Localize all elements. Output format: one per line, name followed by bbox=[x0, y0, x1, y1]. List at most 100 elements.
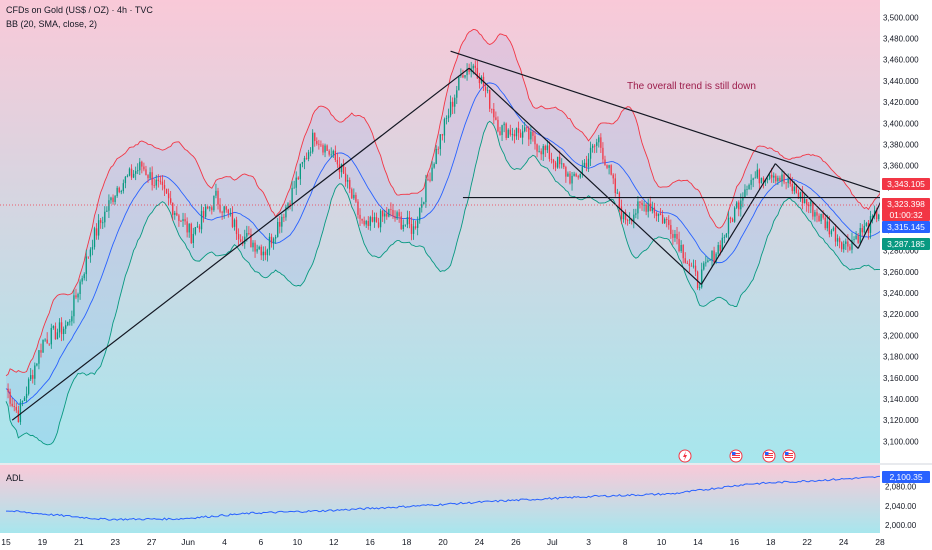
candle-body bbox=[532, 131, 534, 136]
candle-body bbox=[363, 220, 365, 225]
price-tick-label: 3,280.000 bbox=[883, 247, 919, 256]
candle-body bbox=[118, 187, 120, 193]
candle-body bbox=[540, 151, 542, 155]
candle-body bbox=[509, 129, 511, 135]
candle-body bbox=[130, 168, 133, 178]
candle-body bbox=[655, 212, 658, 217]
candle-body bbox=[122, 183, 124, 192]
candle-body bbox=[48, 343, 50, 345]
candle-body bbox=[869, 216, 872, 233]
candle-body bbox=[266, 249, 269, 256]
candle-body bbox=[653, 207, 656, 213]
candle-body bbox=[546, 145, 549, 151]
trendline-fall-2 bbox=[774, 163, 859, 249]
candle-body bbox=[822, 213, 824, 218]
candle-body bbox=[270, 236, 273, 244]
candle-body bbox=[643, 204, 645, 206]
candle-body bbox=[738, 202, 740, 210]
candle-body bbox=[645, 204, 647, 212]
candle-body bbox=[416, 220, 419, 228]
symbol-title[interactable]: CFDs on Gold (US$ / OZ) · 4h · TVC bbox=[6, 5, 153, 15]
candle-body bbox=[100, 220, 102, 223]
flag-stripe bbox=[765, 457, 773, 458]
candle-body bbox=[756, 169, 758, 178]
candle-body bbox=[161, 181, 164, 185]
candle-body bbox=[859, 228, 861, 243]
price-tick-label: 3,200.000 bbox=[883, 331, 919, 340]
candle-body bbox=[810, 201, 812, 207]
candle-body bbox=[851, 240, 853, 250]
candle-body bbox=[143, 166, 145, 170]
candle-body bbox=[556, 156, 559, 168]
candle-body bbox=[425, 179, 427, 203]
candle-body bbox=[414, 226, 417, 228]
candle-body bbox=[87, 256, 90, 258]
flag-stripe bbox=[732, 455, 740, 456]
time-tick-label: 19 bbox=[38, 537, 48, 547]
candle-body bbox=[766, 178, 769, 180]
candle-body bbox=[196, 226, 199, 228]
candle-body bbox=[110, 197, 112, 201]
bb-basis-price-badge: 3,315.145 bbox=[882, 221, 930, 233]
candle-body bbox=[351, 189, 353, 199]
candle-body bbox=[435, 148, 437, 165]
candle-body bbox=[462, 75, 464, 78]
candle-body bbox=[102, 222, 104, 224]
candle-body bbox=[174, 212, 176, 215]
flag-stripe bbox=[732, 457, 740, 458]
candle-body bbox=[225, 206, 227, 210]
price-tick-label: 3,360.000 bbox=[883, 162, 919, 171]
candle-body bbox=[559, 156, 561, 165]
candle-body bbox=[252, 242, 254, 248]
candle-body bbox=[217, 190, 219, 205]
candle-body bbox=[314, 132, 316, 142]
candle-body bbox=[429, 179, 431, 181]
candle-body bbox=[215, 190, 217, 196]
candle-body bbox=[250, 234, 252, 248]
time-tick-label: 24 bbox=[839, 537, 849, 547]
bb-indicator-label[interactable]: BB (20, SMA, close, 2) bbox=[6, 19, 98, 29]
candle-body bbox=[309, 151, 312, 153]
candle-body bbox=[715, 253, 717, 263]
candle-body bbox=[583, 162, 586, 167]
candle-body bbox=[449, 101, 452, 116]
candle-body bbox=[287, 203, 289, 207]
economic-event-lightning-icon bbox=[678, 449, 692, 463]
candle-body bbox=[289, 203, 291, 206]
candle-body bbox=[42, 339, 44, 353]
candle-body bbox=[332, 150, 334, 155]
candle-body bbox=[91, 247, 94, 250]
candle-body bbox=[657, 213, 660, 217]
time-tick-label: 16 bbox=[365, 537, 375, 547]
candle-body bbox=[260, 246, 262, 256]
price-tick-label: 3,460.000 bbox=[883, 56, 919, 65]
candle-body bbox=[845, 241, 847, 244]
candle-body bbox=[536, 144, 538, 152]
candle-body bbox=[853, 239, 855, 241]
candle-body bbox=[431, 167, 433, 181]
candle-body bbox=[295, 177, 297, 188]
time-tick-label: 16 bbox=[730, 537, 740, 547]
candle-body bbox=[629, 219, 631, 221]
candle-body bbox=[398, 212, 400, 217]
candle-body bbox=[159, 180, 162, 182]
candle-body bbox=[729, 217, 732, 219]
candle-body bbox=[783, 174, 785, 183]
candle-body bbox=[579, 173, 581, 178]
candle-body bbox=[204, 206, 207, 217]
candle-body bbox=[674, 233, 676, 238]
candle-body bbox=[194, 227, 197, 234]
candle-body bbox=[781, 174, 783, 182]
candle-body bbox=[635, 213, 637, 215]
candle-body bbox=[268, 236, 271, 250]
time-tick-label: Jun bbox=[181, 537, 195, 547]
candle-body bbox=[390, 209, 392, 210]
candle-body bbox=[744, 189, 746, 198]
adl-indicator-label[interactable]: ADL bbox=[6, 473, 24, 483]
candle-body bbox=[277, 221, 279, 237]
candle-body bbox=[826, 221, 828, 229]
candle-body bbox=[137, 170, 139, 172]
candle-body bbox=[443, 119, 446, 136]
candle-body bbox=[349, 180, 351, 190]
